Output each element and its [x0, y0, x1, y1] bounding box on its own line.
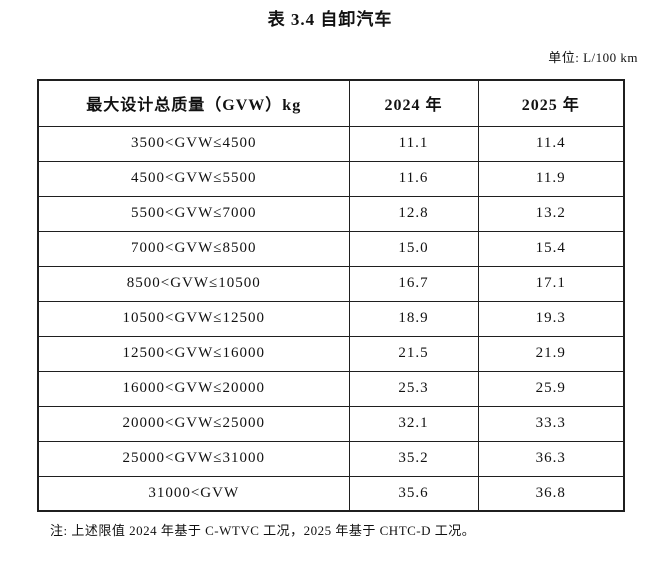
value-2024-cell: 12.8: [348, 195, 479, 232]
table-row: 25000<GVW≤31000 35.2 36.3: [37, 440, 625, 477]
table-row: 10500<GVW≤12500 18.9 19.3: [37, 300, 625, 337]
value-2024-cell: 21.5: [348, 335, 479, 372]
gvw-range-cell: 31000<GVW: [37, 475, 350, 512]
value-2025-cell: 36.3: [477, 440, 625, 477]
value-2025-cell: 33.3: [477, 405, 625, 442]
value-2024-cell: 16.7: [348, 265, 479, 302]
header-year-2025: 2025 年: [477, 79, 625, 127]
table-row: 12500<GVW≤16000 21.5 21.9: [37, 335, 625, 372]
fuel-limits-table: 最大设计总质量（GVW）kg 2024 年 2025 年 3500<GVW≤45…: [37, 79, 625, 512]
header-year-2024: 2024 年: [348, 79, 479, 127]
gvw-range-cell: 10500<GVW≤12500: [37, 300, 350, 337]
unit-label: 单位: L/100 km: [548, 50, 638, 65]
value-2024-cell: 18.9: [348, 300, 479, 337]
value-2025-cell: 19.3: [477, 300, 625, 337]
gvw-range-cell: 25000<GVW≤31000: [37, 440, 350, 477]
table-row: 5500<GVW≤7000 12.8 13.2: [37, 195, 625, 232]
table-header-row: 最大设计总质量（GVW）kg 2024 年 2025 年: [37, 79, 625, 127]
table-title: 表 3.4 自卸汽车: [267, 10, 393, 29]
table-row: 4500<GVW≤5500 11.6 11.9: [37, 160, 625, 197]
value-2024-cell: 11.6: [348, 160, 479, 197]
footnote: 注: 上述限值 2024 年基于 C-WTVC 工况，2025 年基于 CHTC…: [50, 523, 476, 538]
value-2024-cell: 35.6: [348, 475, 479, 512]
value-2024-cell: 15.0: [348, 230, 479, 267]
gvw-range-cell: 16000<GVW≤20000: [37, 370, 350, 407]
gvw-range-cell: 12500<GVW≤16000: [37, 335, 350, 372]
value-2024-cell: 32.1: [348, 405, 479, 442]
table-row: 31000<GVW 35.6 36.8: [37, 475, 625, 512]
value-2025-cell: 36.8: [477, 475, 625, 512]
table-row: 8500<GVW≤10500 16.7 17.1: [37, 265, 625, 302]
value-2025-cell: 11.4: [477, 125, 625, 162]
value-2025-cell: 15.4: [477, 230, 625, 267]
value-2025-cell: 17.1: [477, 265, 625, 302]
table-row: 20000<GVW≤25000 32.1 33.3: [37, 405, 625, 442]
value-2025-cell: 13.2: [477, 195, 625, 232]
value-2024-cell: 11.1: [348, 125, 479, 162]
table-row: 3500<GVW≤4500 11.1 11.4: [37, 125, 625, 162]
gvw-range-cell: 20000<GVW≤25000: [37, 405, 350, 442]
header-gvw: 最大设计总质量（GVW）kg: [37, 79, 350, 127]
gvw-range-cell: 5500<GVW≤7000: [37, 195, 350, 232]
gvw-range-cell: 3500<GVW≤4500: [37, 125, 350, 162]
value-2024-cell: 35.2: [348, 440, 479, 477]
value-2025-cell: 25.9: [477, 370, 625, 407]
value-2025-cell: 11.9: [477, 160, 625, 197]
gvw-range-cell: 4500<GVW≤5500: [37, 160, 350, 197]
value-2024-cell: 25.3: [348, 370, 479, 407]
table-row: 7000<GVW≤8500 15.0 15.4: [37, 230, 625, 267]
value-2025-cell: 21.9: [477, 335, 625, 372]
gvw-range-cell: 7000<GVW≤8500: [37, 230, 350, 267]
table-row: 16000<GVW≤20000 25.3 25.9: [37, 370, 625, 407]
gvw-range-cell: 8500<GVW≤10500: [37, 265, 350, 302]
